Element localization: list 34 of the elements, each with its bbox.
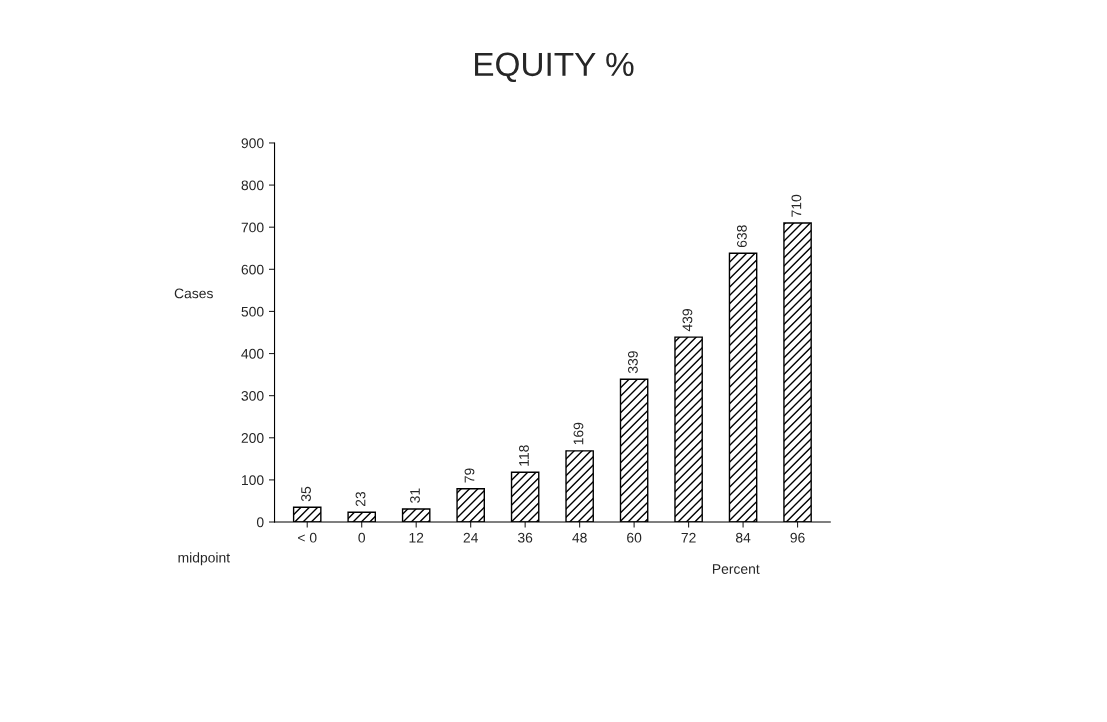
x-tick-label: 12 xyxy=(409,532,424,543)
y-tick-label: 600 xyxy=(241,264,264,275)
x-tick-label: 84 xyxy=(735,532,751,543)
data-label: 710 xyxy=(791,194,802,217)
x-tick-label: 36 xyxy=(517,532,533,543)
y-tick-label: 0 xyxy=(256,517,264,528)
data-label: 439 xyxy=(682,309,693,332)
y-tick-label: 300 xyxy=(241,390,264,401)
data-label: 638 xyxy=(736,225,747,248)
x-tick-label: 24 xyxy=(463,532,478,543)
data-label: 23 xyxy=(355,491,366,507)
x-tick-label: 48 xyxy=(572,532,587,543)
x-axis-title: Percent xyxy=(712,564,760,574)
y-axis-title: Cases xyxy=(174,288,213,299)
x-tick-label: 0 xyxy=(358,532,366,543)
chart-title: EQUITY % xyxy=(475,52,634,83)
y-tick-label: 400 xyxy=(241,348,264,359)
x-tick-label: 60 xyxy=(627,532,642,543)
y-tick-label: 900 xyxy=(241,138,264,149)
data-label: 79 xyxy=(464,468,475,483)
text: midpoint xyxy=(178,552,230,566)
y-tick-label: 800 xyxy=(241,180,264,191)
data-label: 31 xyxy=(410,488,420,503)
x-tick-label: 96 xyxy=(790,532,805,543)
y-tick-label: 200 xyxy=(241,433,264,443)
y-tick-label: 100 xyxy=(242,475,264,486)
x-tick-label: 72 xyxy=(681,532,696,543)
data-label: 35 xyxy=(301,486,311,502)
x-tick-label: < 0 xyxy=(298,532,317,543)
data-label: 118 xyxy=(519,445,529,466)
data-label: 169 xyxy=(573,422,584,445)
data-label: 339 xyxy=(628,351,638,374)
y-tick-label: 500 xyxy=(241,306,264,317)
y-tick-label: 700 xyxy=(241,222,264,233)
